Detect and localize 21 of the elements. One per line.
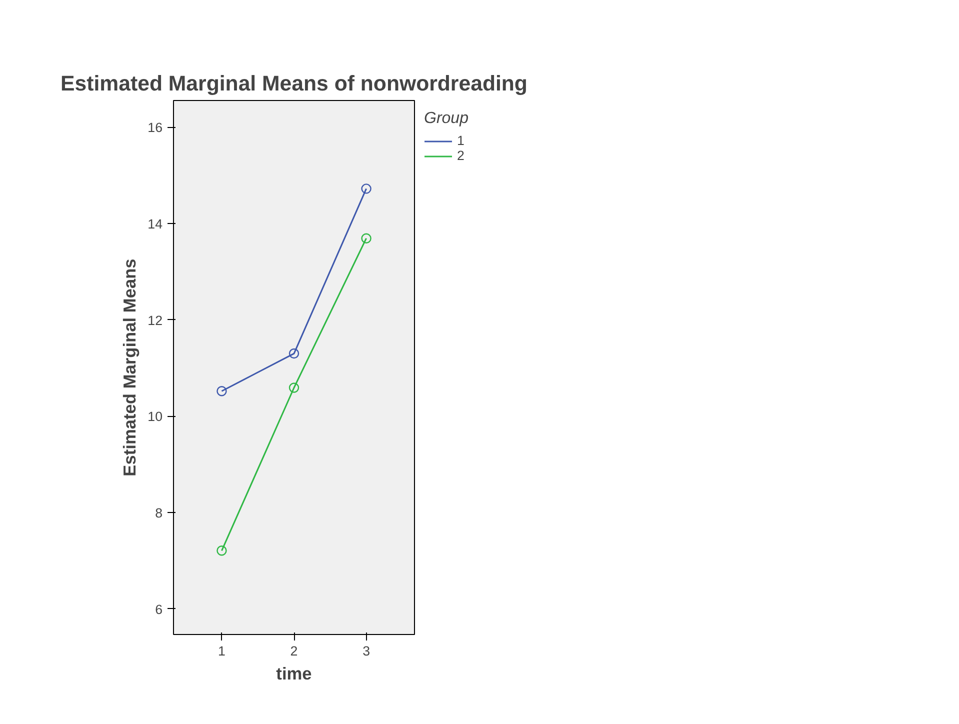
- x-tick-label: 3: [362, 644, 370, 658]
- point: [361, 184, 372, 194]
- point: [361, 233, 372, 244]
- chart-title: Estimated Marginal Means of nonwordreading: [60, 72, 528, 96]
- point: [288, 348, 300, 359]
- x-tick-label: 2: [290, 644, 298, 658]
- y-tick-label: 12: [148, 312, 163, 328]
- y-tick-label: 10: [148, 409, 163, 424]
- point: [216, 386, 227, 396]
- y-tick-label: 14: [148, 216, 164, 232]
- point: [216, 546, 227, 556]
- x-axis-title: time: [276, 664, 312, 684]
- point: [288, 382, 300, 393]
- y-tick-label: 6: [155, 602, 163, 617]
- y-tick-label: 16: [148, 120, 163, 136]
- y-tick-label: 8: [155, 506, 163, 521]
- legend-label: 2: [457, 148, 466, 163]
- x-tick-label: 1: [218, 644, 226, 658]
- legend-title: Group: [424, 110, 470, 128]
- legend-label: 1: [457, 133, 466, 148]
- y-axis-title: Estimated Marginal Means: [120, 258, 140, 476]
